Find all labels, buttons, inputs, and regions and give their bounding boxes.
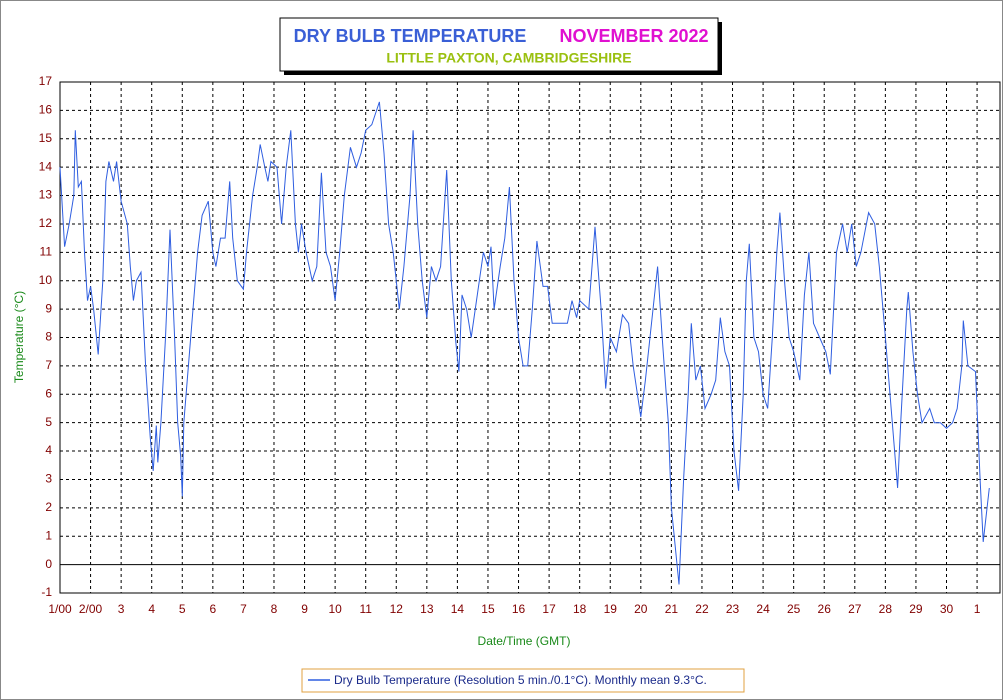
y-axis-label: Temperature (°C): [12, 291, 26, 383]
x-axis-label: Date/Time (GMT): [478, 634, 571, 648]
y-tick-label: 9: [45, 301, 52, 315]
x-tick-label: 3: [118, 602, 125, 616]
x-tick-label: 10: [328, 602, 342, 616]
x-tick-label: 12: [390, 602, 404, 616]
y-tick-label: 5: [45, 415, 52, 429]
y-tick-label: 1: [45, 528, 52, 542]
x-tick-label: 20: [634, 602, 648, 616]
y-tick-label: 0: [45, 557, 52, 571]
chart-title: DRY BULB TEMPERATURE: [294, 26, 527, 46]
x-tick-label: 15: [481, 602, 495, 616]
x-tick-label: 23: [726, 602, 740, 616]
y-tick-label: 17: [39, 74, 53, 88]
y-tick-label: 7: [45, 358, 52, 372]
y-tick-label: 15: [39, 131, 53, 145]
x-tick-label: 9: [301, 602, 308, 616]
legend: [301, 668, 745, 693]
x-tick-label: 1: [974, 602, 981, 616]
y-tick-label: 3: [45, 472, 52, 486]
y-tick-label: 8: [45, 330, 52, 344]
y-tick-label: 12: [39, 216, 53, 230]
y-tick-label: 10: [39, 273, 53, 287]
x-tick-label: 5: [179, 602, 186, 616]
y-tick-label: 16: [39, 103, 53, 117]
x-tick-label: 17: [542, 602, 556, 616]
temperature-line: [59, 101, 990, 585]
x-tick-label: 6: [210, 602, 217, 616]
x-tick-label: 21: [665, 602, 679, 616]
x-tick-label: 26: [818, 602, 832, 616]
y-tick-label: 11: [40, 245, 53, 259]
x-tick-label: 4: [148, 602, 155, 616]
x-tick-label: 25: [787, 602, 801, 616]
x-tick-label: 24: [756, 602, 770, 616]
x-tick-label: 2/00: [79, 602, 103, 616]
x-tick-label: 22: [695, 602, 709, 616]
x-tick-label: 13: [420, 602, 434, 616]
x-tick-label: 19: [604, 602, 618, 616]
x-tick-label: 14: [451, 602, 465, 616]
x-tick-label: 16: [512, 602, 526, 616]
x-tick-label: 7: [240, 602, 247, 616]
y-tick-label: 13: [39, 188, 53, 202]
x-tick-label: 27: [848, 602, 862, 616]
x-tick-label: 30: [940, 602, 954, 616]
x-tick-label: 11: [359, 602, 372, 616]
y-tick-label: 2: [45, 500, 52, 514]
x-tick-label: 18: [573, 602, 587, 616]
x-tick-label: 28: [879, 602, 893, 616]
chart-subtitle: LITTLE PAXTON, CAMBRIDGESHIRE: [386, 50, 631, 66]
y-tick-label: 6: [45, 386, 52, 400]
title-box: [279, 17, 719, 72]
x-tick-label: 1/00: [48, 602, 72, 616]
chart-period: NOVEMBER 2022: [559, 26, 708, 46]
legend-label: Dry Bulb Temperature (Resolution 5 min./…: [334, 673, 707, 687]
y-tick-label: 14: [39, 159, 53, 173]
x-tick-label: 8: [271, 602, 278, 616]
x-tick-label: 29: [909, 602, 923, 616]
y-tick-label: 4: [45, 443, 52, 457]
y-tick-label: -1: [41, 585, 52, 599]
